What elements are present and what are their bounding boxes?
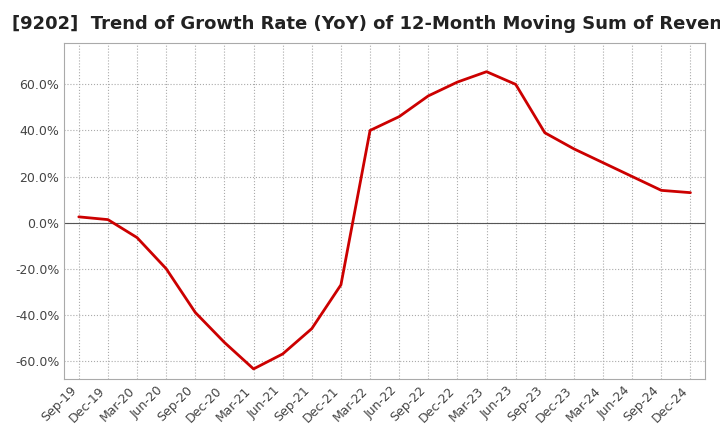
Title: [9202]  Trend of Growth Rate (YoY) of 12-Month Moving Sum of Revenues: [9202] Trend of Growth Rate (YoY) of 12-… [12,15,720,33]
